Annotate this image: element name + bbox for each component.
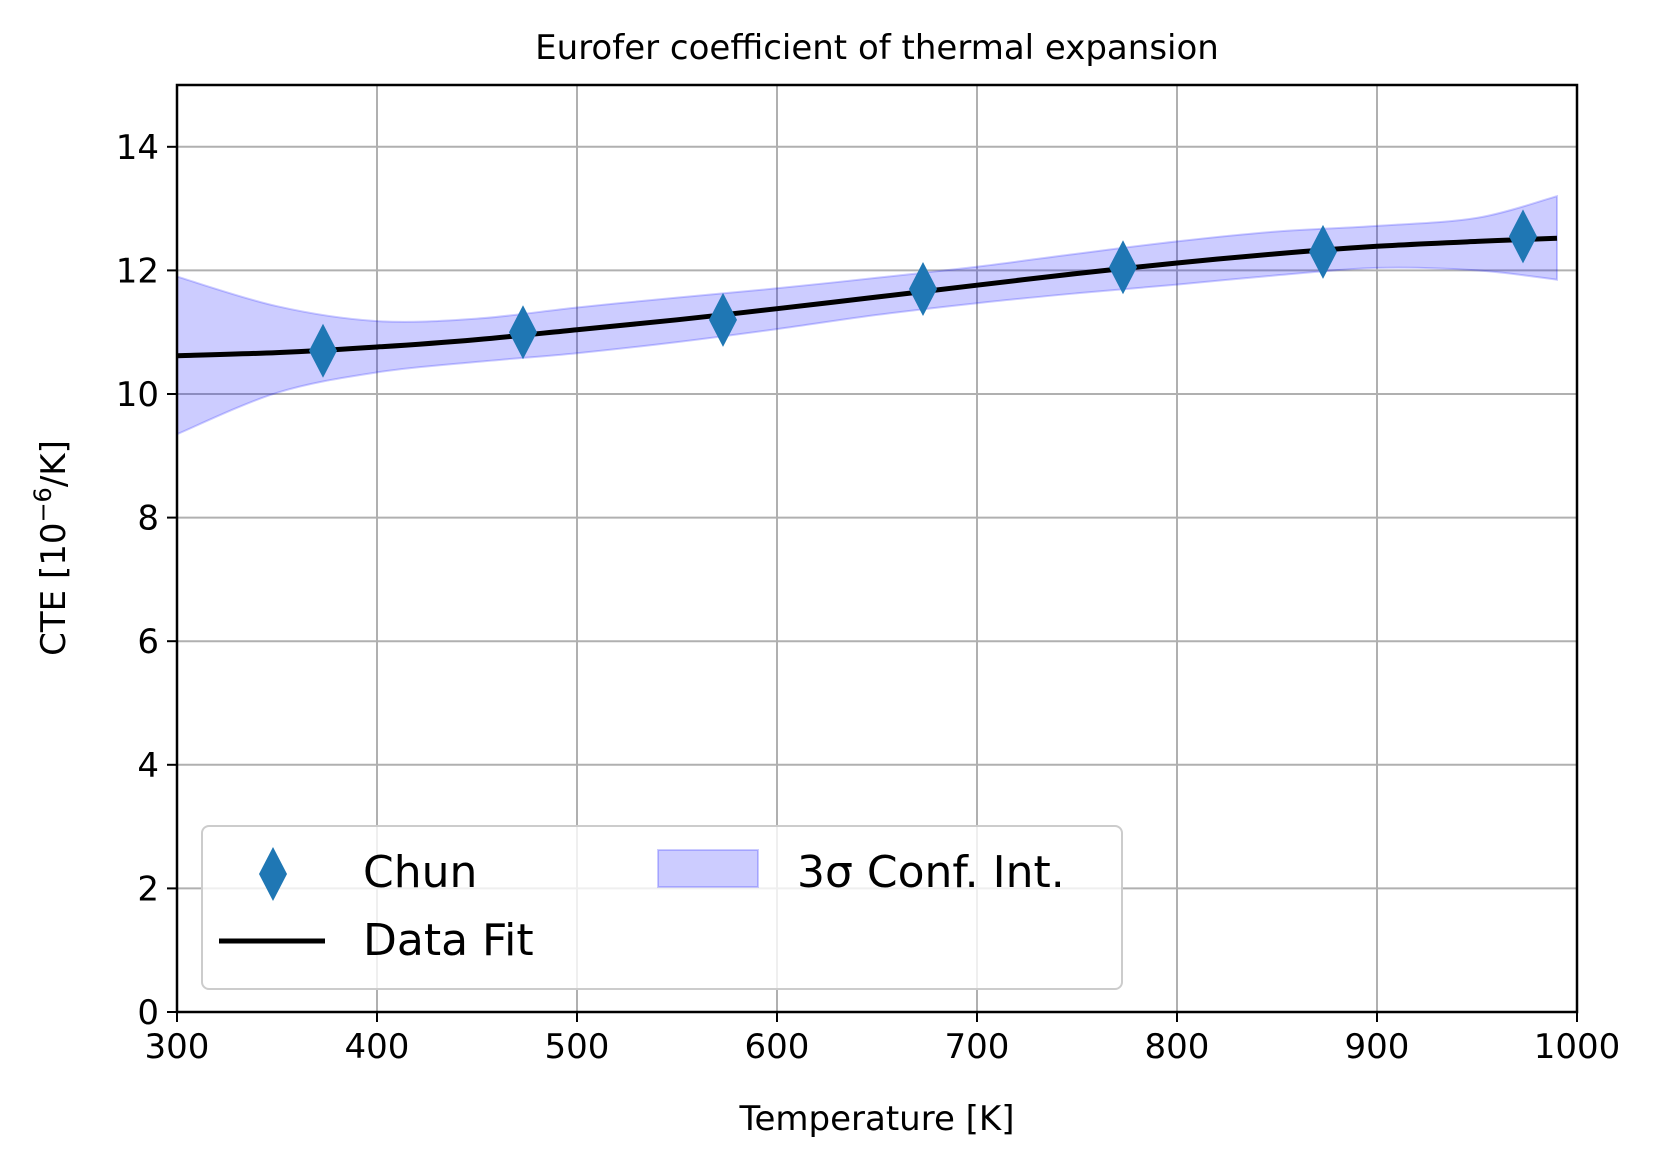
x-tick-label: 700 <box>945 1027 1010 1067</box>
confidence-band-layer <box>176 194 1558 436</box>
x-tick-label: 500 <box>545 1027 610 1067</box>
y-tick-label: 14 <box>116 128 159 168</box>
y-ticks: 0 2 4 6 8 10 12 14 <box>116 128 177 1033</box>
y-axis-label: CTE [10−6/K] <box>29 440 74 656</box>
x-tick-label: 300 <box>145 1027 210 1067</box>
y-axis-label-unit: /K] <box>34 440 74 487</box>
y-tick-label: 6 <box>137 622 159 662</box>
x-ticks: 300 400 500 600 700 800 900 1000 <box>145 1012 1621 1067</box>
legend-chun-label: Chun <box>363 847 477 898</box>
data-points-layer <box>309 209 1537 378</box>
legend-band-swatch <box>657 849 759 888</box>
legend-box <box>201 825 1123 990</box>
grid <box>176 85 1578 1013</box>
data-point <box>709 292 737 347</box>
y-tick-label: 0 <box>137 993 159 1033</box>
x-tick-label: 400 <box>345 1027 410 1067</box>
y-tick-label: 2 <box>137 869 159 909</box>
confidence-band <box>176 194 1558 436</box>
data-point <box>309 323 337 378</box>
chart-title: Eurofer coefficient of thermal expansion <box>535 28 1219 68</box>
y-axis-label-main: CTE [10 <box>34 523 74 656</box>
data-point <box>1309 224 1337 279</box>
x-tick-label: 1000 <box>1534 1027 1621 1067</box>
plot-frame <box>175 83 1579 1014</box>
x-axis-label: Temperature [K] <box>738 1099 1014 1139</box>
legend-chun-marker <box>259 847 287 901</box>
data-point <box>1509 209 1537 264</box>
y-tick-label: 12 <box>116 251 159 291</box>
y-axis-label-exponent: −6 <box>29 487 57 522</box>
data-point <box>1109 240 1137 295</box>
legend-fit-label: Data Fit <box>363 915 534 966</box>
x-tick-label: 600 <box>745 1027 810 1067</box>
data-point <box>509 305 537 360</box>
legend: Chun Data Fit 3σ Conf. Int. <box>201 825 1123 990</box>
data-point <box>909 261 937 316</box>
y-tick-label: 4 <box>137 746 159 786</box>
x-tick-label: 900 <box>1345 1027 1410 1067</box>
y-tick-label: 8 <box>137 499 159 539</box>
legend-band-label: 3σ Conf. Int. <box>797 847 1065 898</box>
x-tick-label: 800 <box>1145 1027 1210 1067</box>
y-tick-label: 10 <box>116 375 159 415</box>
